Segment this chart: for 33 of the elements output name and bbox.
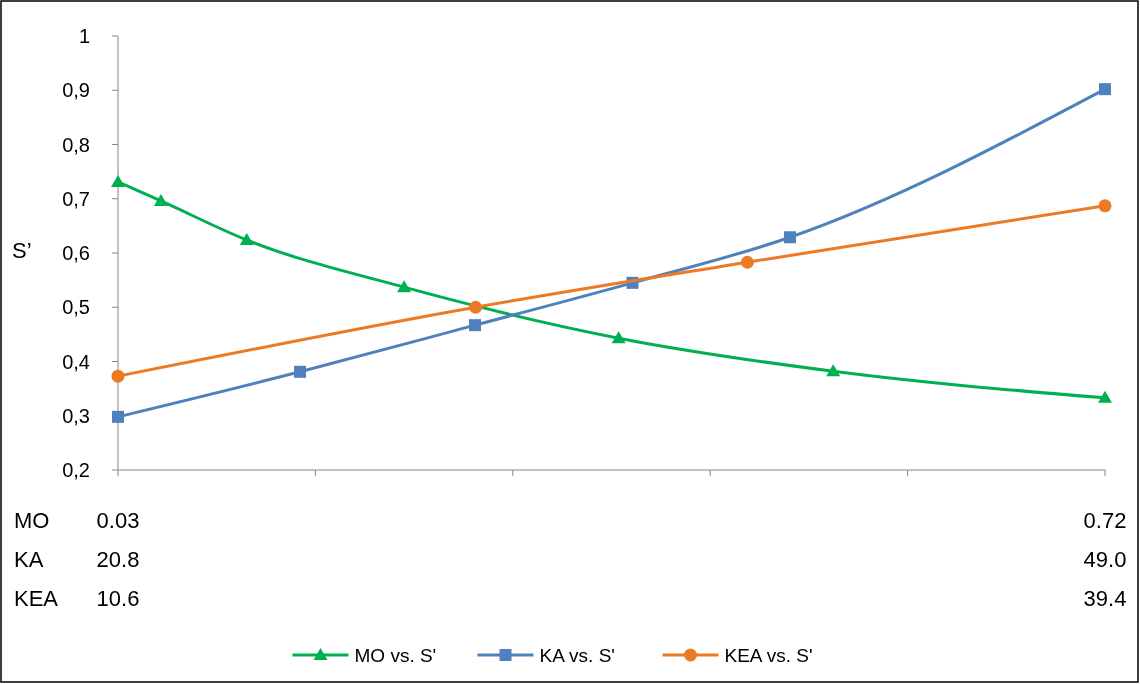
- legend-label: MO vs. S': [354, 644, 437, 666]
- point: [611, 331, 626, 344]
- x-tick-label: 0.03: [96, 508, 140, 533]
- text: KEA: [14, 586, 59, 611]
- point: [111, 369, 125, 383]
- y-tick-label: 0,9: [62, 79, 90, 102]
- text: 10.6: [96, 586, 140, 611]
- y-tick-label: 0,2: [62, 459, 90, 481]
- y-tick-label: 0,3: [62, 404, 90, 427]
- point: [239, 232, 254, 245]
- y-tick-label: 0,4: [62, 350, 90, 373]
- y-tick-label: 0,6: [62, 242, 90, 264]
- x-tick-label: 0.72: [1083, 508, 1127, 533]
- point: [826, 364, 841, 377]
- point: [1098, 199, 1112, 213]
- legend-label: KA vs. S': [539, 644, 615, 666]
- point: [469, 300, 483, 314]
- point: [1098, 390, 1112, 403]
- text: 39.4: [1083, 586, 1127, 611]
- x2-tick-label: 20.8: [96, 547, 140, 572]
- point: [111, 174, 125, 187]
- point: [740, 255, 754, 269]
- x2-axis-title: KA: [14, 547, 44, 572]
- legend-label: KEA vs. S': [724, 644, 813, 666]
- x-axis-title: MO: [14, 508, 50, 533]
- y-tick-label: 0,5: [62, 296, 90, 319]
- x2-tick-label: 49.0: [1083, 547, 1127, 572]
- point: [153, 193, 168, 206]
- y-axis-title: S’: [12, 238, 32, 263]
- y-tick-label: 1: [78, 25, 90, 47]
- y-tick-label: 0,7: [62, 187, 90, 210]
- y-tick-label: 0,8: [62, 133, 90, 156]
- point: [397, 280, 412, 293]
